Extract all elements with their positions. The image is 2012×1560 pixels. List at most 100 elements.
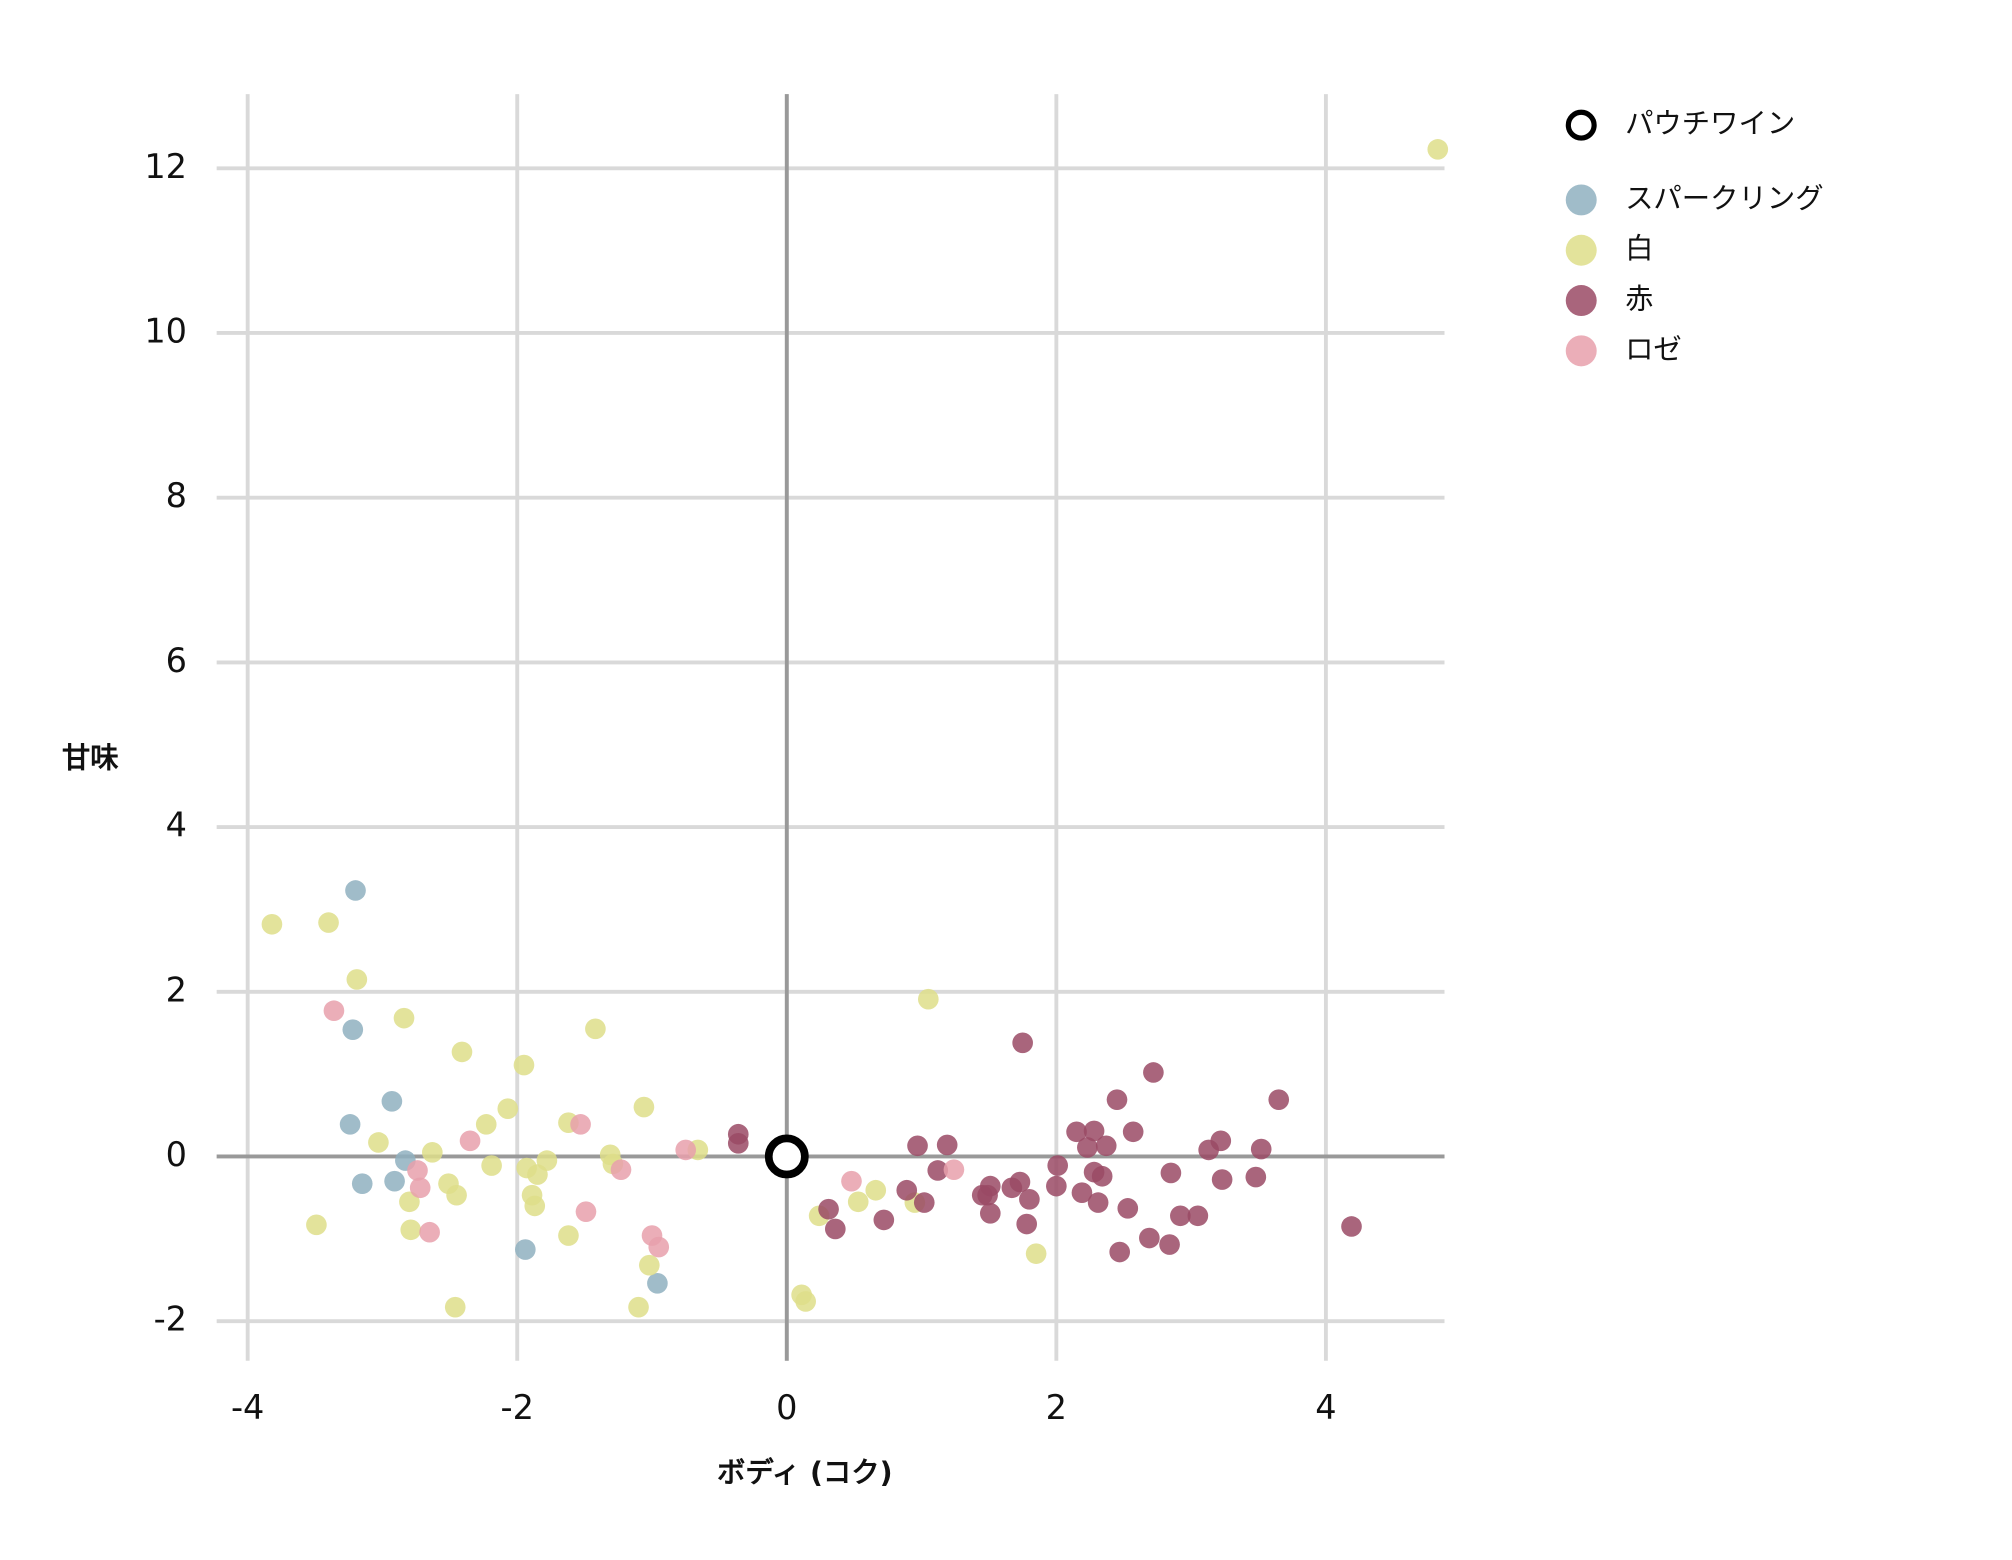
- point: [409, 1177, 431, 1199]
- point: [1143, 1062, 1164, 1083]
- point: [1083, 1120, 1105, 1142]
- point: [841, 1170, 862, 1192]
- point: [1117, 1198, 1139, 1219]
- legend-marker: [1565, 109, 1597, 141]
- point: [824, 1218, 846, 1240]
- point: [913, 1192, 935, 1213]
- point: [1268, 1089, 1290, 1110]
- x-tick-label: -4: [231, 1388, 264, 1427]
- point: [647, 1272, 668, 1294]
- y-tick-label: 2: [166, 970, 187, 1009]
- point: [1139, 1227, 1160, 1249]
- point: [1210, 1130, 1232, 1152]
- point: [1071, 1182, 1093, 1204]
- point: [1046, 1175, 1067, 1197]
- x-tick-label: 2: [1046, 1388, 1067, 1427]
- point: [1087, 1192, 1109, 1213]
- point: [381, 1090, 403, 1112]
- point: [1091, 1165, 1113, 1187]
- point: [764, 1134, 809, 1179]
- point: [570, 1114, 591, 1135]
- x-tick-label: 4: [1315, 1388, 1336, 1427]
- point: [1012, 1032, 1033, 1054]
- point: [306, 1214, 327, 1236]
- point: [1250, 1138, 1272, 1160]
- point: [451, 1041, 473, 1063]
- point: [585, 1018, 606, 1040]
- point: [907, 1135, 928, 1157]
- point: [936, 1134, 958, 1156]
- point: [384, 1170, 405, 1192]
- point: [1009, 1171, 1031, 1193]
- x-axis-label: ボディ (コク): [717, 1456, 893, 1489]
- point: [865, 1179, 887, 1201]
- point: [497, 1098, 519, 1120]
- point: [444, 1296, 466, 1318]
- point: [610, 1159, 632, 1180]
- point: [346, 969, 368, 990]
- point: [339, 1114, 361, 1135]
- point: [419, 1221, 440, 1243]
- point: [727, 1132, 749, 1154]
- point: [896, 1179, 918, 1201]
- legend-marker: [1565, 184, 1597, 216]
- point: [422, 1142, 443, 1163]
- point: [1122, 1121, 1144, 1143]
- y-tick-label: 6: [166, 641, 187, 680]
- point: [1066, 1121, 1087, 1143]
- point: [638, 1254, 660, 1276]
- point: [524, 1195, 546, 1217]
- point: [873, 1209, 895, 1231]
- point: [575, 1201, 597, 1222]
- y-tick-label: 10: [144, 311, 187, 350]
- point: [351, 1173, 373, 1194]
- point: [1095, 1135, 1117, 1157]
- point: [261, 913, 283, 935]
- point: [795, 1291, 816, 1312]
- point: [513, 1054, 535, 1076]
- point: [368, 1132, 389, 1153]
- point: [1106, 1089, 1128, 1110]
- point: [1025, 1243, 1047, 1264]
- point: [1109, 1241, 1131, 1263]
- point: [943, 1159, 965, 1180]
- point: [977, 1184, 998, 1206]
- x-tick-label: 0: [776, 1388, 797, 1427]
- point: [1077, 1137, 1098, 1158]
- point: [1187, 1205, 1209, 1227]
- x-tick-label: -2: [501, 1388, 534, 1427]
- point: [399, 1191, 420, 1213]
- point: [1341, 1216, 1362, 1237]
- legend-label: スパークリング: [1625, 182, 1824, 215]
- point: [1159, 1234, 1180, 1255]
- point: [1016, 1213, 1038, 1235]
- legend-label: 白: [1625, 232, 1653, 265]
- legend-marker: [1565, 335, 1597, 367]
- y-tick-label: 8: [166, 476, 187, 515]
- point: [481, 1155, 502, 1176]
- point: [1047, 1155, 1069, 1176]
- point: [400, 1219, 422, 1241]
- point: [558, 1225, 579, 1246]
- legend-label: 赤: [1625, 283, 1653, 316]
- point: [1427, 139, 1449, 160]
- y-tick-label: -2: [154, 1300, 187, 1339]
- y-tick-label: 4: [166, 806, 187, 845]
- point: [1245, 1166, 1267, 1188]
- point: [342, 1019, 364, 1040]
- y-tick-label: 0: [166, 1135, 187, 1174]
- point: [1019, 1188, 1040, 1210]
- point: [515, 1239, 536, 1260]
- point: [628, 1296, 649, 1318]
- point: [847, 1191, 869, 1213]
- point: [527, 1164, 548, 1185]
- point: [675, 1139, 697, 1161]
- point: [633, 1096, 655, 1118]
- point: [1170, 1205, 1191, 1227]
- legend-marker: [1565, 285, 1597, 317]
- y-tick-label: 12: [144, 147, 187, 186]
- point: [393, 1007, 415, 1029]
- point: [1211, 1169, 1233, 1190]
